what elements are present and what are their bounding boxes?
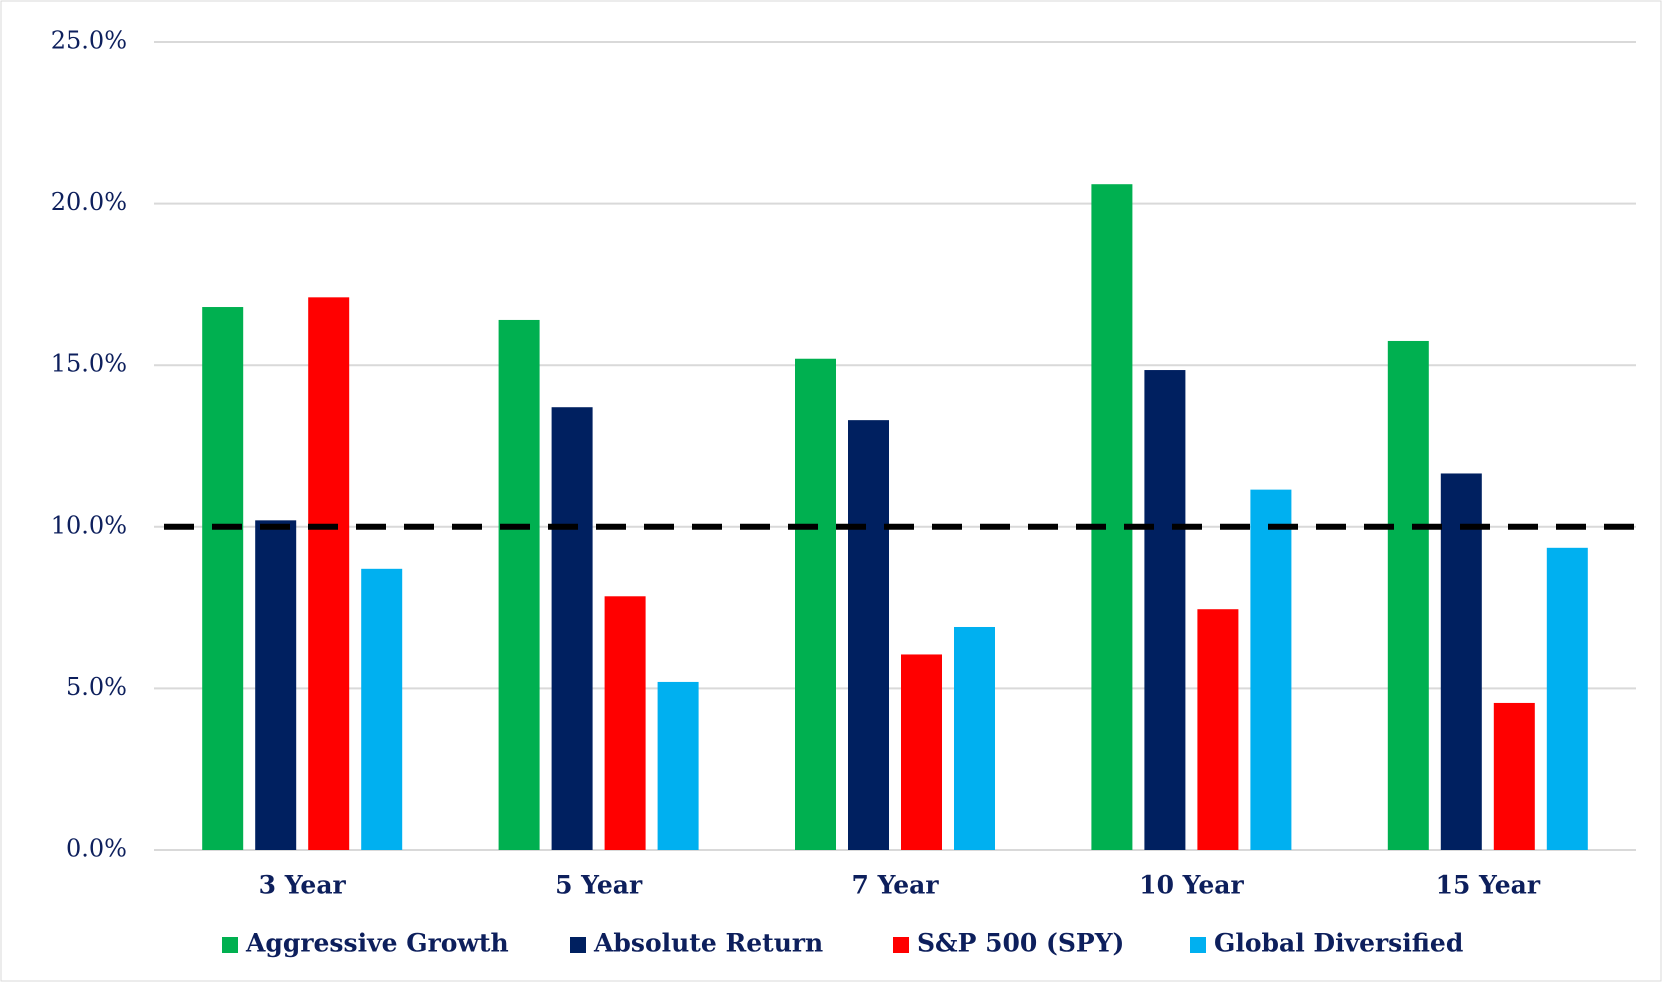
y-tick-label: 10.0% xyxy=(51,511,127,539)
bar xyxy=(1197,609,1239,850)
bar xyxy=(1440,473,1482,850)
y-tick-label: 25.0% xyxy=(51,27,127,55)
bar xyxy=(848,420,889,850)
bar xyxy=(1387,340,1429,850)
bar xyxy=(202,307,244,850)
bar xyxy=(1546,547,1588,850)
bar xyxy=(1493,702,1535,850)
bar xyxy=(255,520,297,850)
bar xyxy=(551,407,593,850)
bar xyxy=(954,626,995,850)
legend-label: Absolute Return xyxy=(593,929,823,958)
bar xyxy=(795,358,836,850)
legend-label: S&P 500 (SPY) xyxy=(917,929,1124,958)
bar xyxy=(901,654,942,850)
bar xyxy=(308,297,350,850)
x-tick-label: 10 Year xyxy=(1139,871,1244,900)
bar xyxy=(361,568,403,850)
bar xyxy=(657,681,699,850)
bar xyxy=(1144,370,1186,850)
legend-swatch xyxy=(570,937,586,953)
y-tick-label: 5.0% xyxy=(66,673,127,701)
x-tick-label: 5 Year xyxy=(555,871,643,900)
x-tick-label: 7 Year xyxy=(851,871,939,900)
legend-label: Aggressive Growth xyxy=(245,929,509,958)
x-tick-label: 15 Year xyxy=(1436,871,1541,900)
y-tick-label: 0.0% xyxy=(66,835,127,863)
legend-swatch xyxy=(1190,937,1206,953)
bar xyxy=(604,596,646,850)
legend-swatch xyxy=(893,937,909,953)
x-tick-label: 3 Year xyxy=(259,871,347,900)
legend-label: Global Diversified xyxy=(1214,929,1463,958)
y-tick-label: 15.0% xyxy=(51,350,127,378)
bar xyxy=(1250,489,1292,850)
bar xyxy=(498,319,540,850)
bar xyxy=(1091,184,1133,850)
legend-swatch xyxy=(222,937,238,953)
y-tick-label: 20.0% xyxy=(51,188,127,216)
